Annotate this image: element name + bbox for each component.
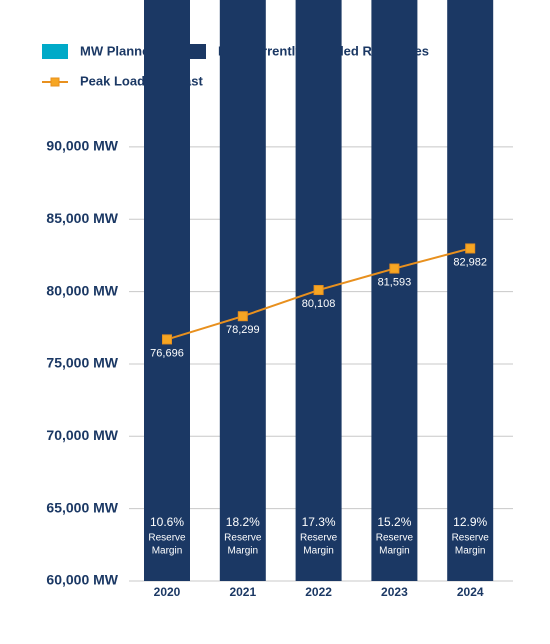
line-marker [465,243,476,254]
reserve-margin-text: Reserve [376,533,414,544]
y-tick-label: 90,000 MW [46,138,118,154]
reserve-margin-text: Margin [228,546,259,557]
reserve-margin-text: Margin [379,546,410,557]
x-tick-label: 2022 [305,585,332,599]
x-tick-label: 2023 [381,585,408,599]
y-tick-label: 70,000 MW [46,427,118,443]
bar [447,0,494,582]
reserve-margin-text: Reserve [300,533,338,544]
reserve-margin: 10.6% [150,515,184,529]
line-marker [313,285,324,296]
y-tick-label: 85,000 MW [46,210,118,226]
bar [371,0,418,581]
line-marker [237,311,248,322]
reserve-margin-text: Margin [303,546,334,557]
reserve-margin: 15.2% [377,515,411,529]
reserve-margin-text: Reserve [148,533,186,544]
y-tick-label: 65,000 MW [46,499,118,515]
legend-swatch [42,44,68,59]
reserve-margin-text: Reserve [452,533,490,544]
y-tick-label: 75,000 MW [46,355,118,371]
line-marker [162,334,172,345]
reserve-margin-text: Reserve [224,533,262,544]
line-label: 82,982 [453,256,487,268]
reserve-margin: 18.2% [226,515,260,529]
reserve-margin-text: Margin [455,546,486,557]
x-tick-label: 2020 [154,585,181,599]
reserve-margin-text: Margin [152,546,183,557]
y-tick-label: 60,000 MW [46,572,118,588]
legend-label: MW Planned [80,43,157,58]
reserve-margin: 12.9% [453,515,487,529]
bar [144,0,190,582]
bar [219,0,266,581]
legend-marker [50,77,60,87]
y-tick-label: 80,000 MW [46,282,118,298]
line-label: 76,696 [150,347,184,359]
line-label: 81,593 [378,276,412,288]
x-tick-label: 2024 [457,585,484,599]
line-label: 78,299 [226,324,260,336]
reserve-margin: 17.3% [302,515,336,529]
x-tick-label: 2021 [229,585,256,599]
line-label: 80,108 [302,298,336,310]
line-marker [389,263,400,274]
